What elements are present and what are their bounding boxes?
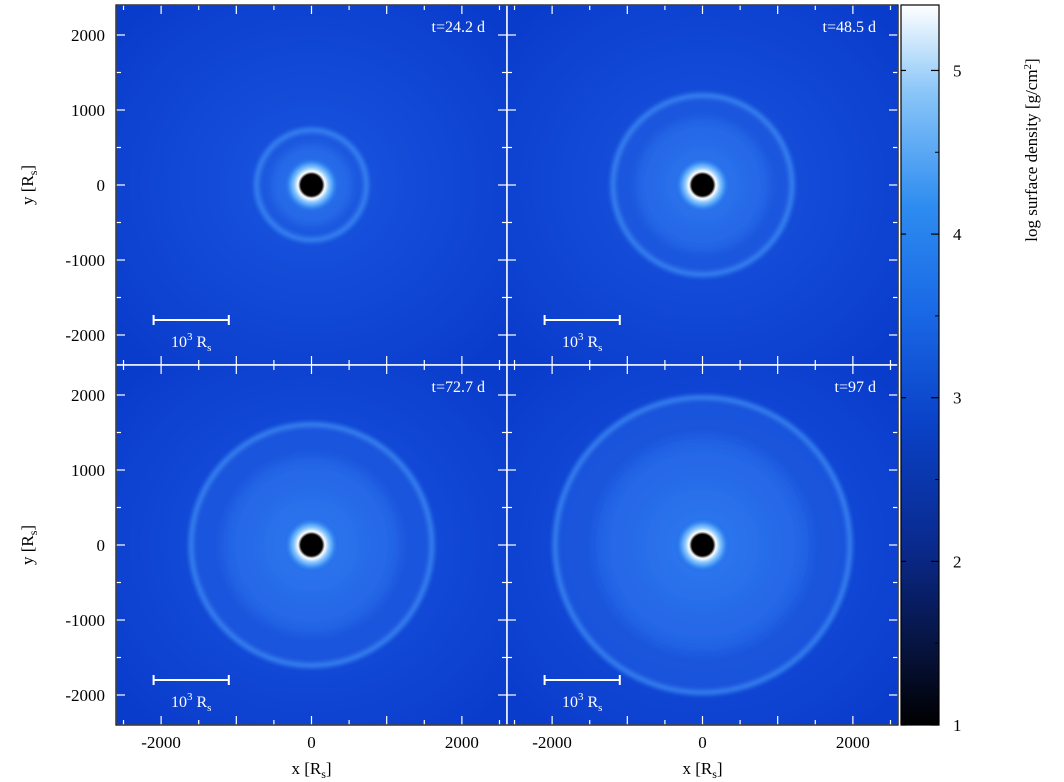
- scale-bar-label: 103 Rs: [171, 331, 211, 354]
- axes-group: 2000 1000 0 -1000 -2000 y [Rs] 2000 1000 0 -1000 -…: [18, 4, 899, 781]
- scale-bar: 103 Rs: [152, 315, 230, 354]
- central-hole: [694, 536, 711, 554]
- x-tick-label: 2000: [836, 733, 870, 752]
- panel-4: t=97 d 103 Rs: [506, 364, 899, 726]
- y-tick-label: 2000: [71, 386, 105, 405]
- panel-ticks: [507, 365, 898, 725]
- y-tick-label: -2000: [65, 686, 105, 705]
- colorbar: 1 2 3 4 5 log surface density [g/cm2]: [900, 4, 1041, 735]
- central-hole: [694, 176, 711, 194]
- outer-ring: [188, 422, 435, 668]
- time-label: t=24.2 d: [432, 19, 485, 36]
- figure-frame: [115, 4, 899, 726]
- y-tick-label: -1000: [65, 251, 105, 270]
- time-label: t=97 d: [835, 379, 876, 396]
- panel-2: t=48.5 d 103 Rs: [506, 4, 899, 366]
- y-tick-label: 1000: [71, 461, 105, 480]
- scale-bar: 103 Rs: [152, 675, 230, 714]
- outer-ring: [610, 93, 795, 277]
- panels-group: t=24.2 d 103 Rs t=48.5 d 103 Rs t=72.7 d 103 …: [115, 4, 899, 726]
- central-hole: [303, 536, 320, 554]
- panel-3: t=72.7 d 103 Rs: [115, 364, 508, 726]
- y-tick-label: 1000: [71, 101, 105, 120]
- x-tick-label: -2000: [141, 733, 181, 752]
- scale-bar: 103 Rs: [543, 315, 621, 354]
- colorbar-gradient: [900, 4, 940, 726]
- y-tick-label: 2000: [71, 26, 105, 45]
- panel-1: t=24.2 d 103 Rs: [115, 4, 508, 366]
- y-axis-label: y [Rs]: [18, 525, 40, 565]
- x-tick-label: -2000: [532, 733, 572, 752]
- y-axis-label: y [Rs]: [18, 165, 40, 205]
- scale-bar-label: 103 Rs: [171, 691, 211, 714]
- colorbar-tick-label: 3: [953, 389, 962, 408]
- outer-ring: [552, 395, 853, 695]
- panel-ticks: [116, 365, 507, 725]
- x-tick-label: 0: [307, 733, 316, 752]
- central-hole: [303, 176, 320, 194]
- colorbar-tick-label: 4: [953, 225, 962, 244]
- panel-ticks: [507, 5, 898, 365]
- scale-bar-label: 103 Rs: [562, 331, 602, 354]
- y-tick-label: -1000: [65, 611, 105, 630]
- time-label: t=72.7 d: [432, 379, 485, 396]
- time-label: t=48.5 d: [823, 19, 876, 36]
- y-tick-label: -2000: [65, 326, 105, 345]
- colorbar-tick-label: 2: [953, 552, 962, 571]
- y-tick-label: 0: [97, 536, 106, 555]
- outer-ring: [254, 127, 369, 243]
- colorbar-label: log surface density [g/cm2]: [1022, 58, 1041, 241]
- scale-bar: 103 Rs: [543, 675, 621, 714]
- x-tick-label: 0: [698, 733, 707, 752]
- x-axis-label: x [Rs]: [682, 759, 722, 781]
- colorbar-tick-label: 1: [953, 716, 962, 735]
- scale-bar-label: 103 Rs: [562, 691, 602, 714]
- x-tick-label: 2000: [445, 733, 479, 752]
- colorbar-tick-label: 5: [953, 61, 962, 80]
- panel-ticks: [116, 5, 507, 365]
- x-axis-label: x [Rs]: [291, 759, 331, 781]
- y-tick-label: 0: [97, 176, 106, 195]
